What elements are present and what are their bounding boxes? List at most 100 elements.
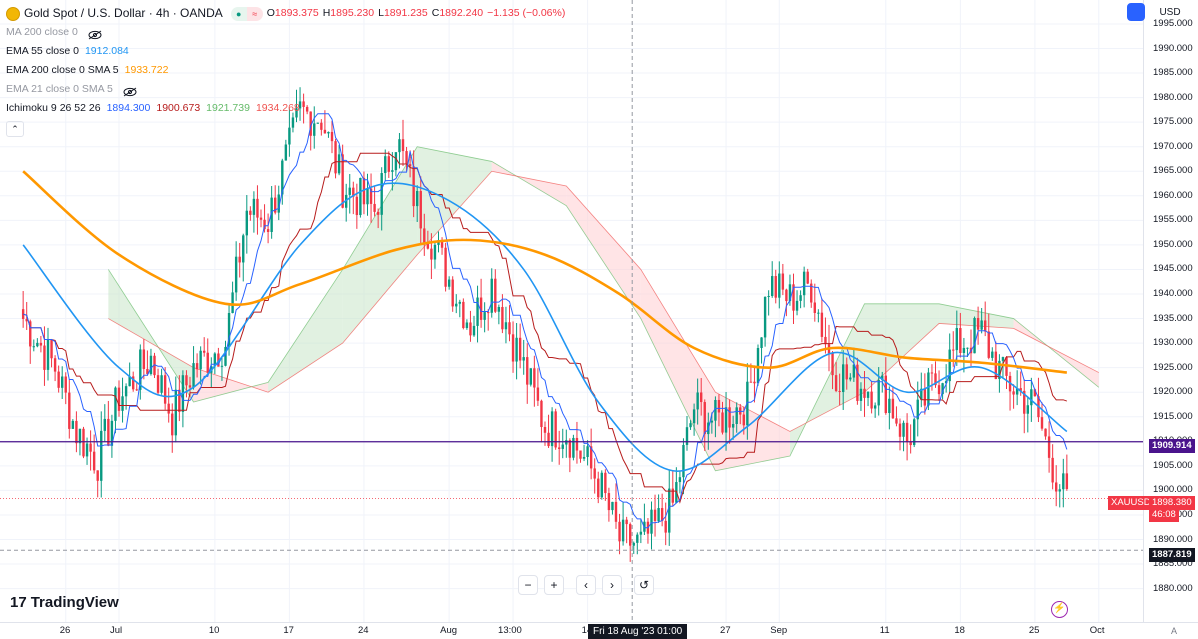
tradingview-logo[interactable]: 17 TradingView — [10, 594, 119, 611]
indicator-row[interactable]: EMA 21 close 0 SMA 5 — [6, 80, 569, 99]
candle-body — [873, 405, 877, 409]
candle-body — [313, 123, 316, 136]
candle-body — [274, 197, 277, 213]
lightning-icon[interactable]: ⚡ — [1051, 601, 1068, 618]
candle-body — [533, 368, 536, 388]
candle-body — [607, 493, 611, 511]
candle-body — [163, 375, 167, 404]
candle-body — [316, 122, 319, 124]
candle-body — [806, 271, 809, 284]
candle-body — [156, 375, 160, 393]
currency-selector[interactable]: USD — [1159, 7, 1181, 18]
candle-body — [802, 271, 806, 296]
candle-body — [632, 542, 635, 546]
auto-scale-button[interactable]: A — [1171, 626, 1178, 636]
tenkan-sen-line — [22, 113, 1068, 529]
candle-body — [419, 191, 422, 229]
scroll-left-button[interactable]: ‹ — [576, 575, 596, 595]
candle-body — [508, 322, 511, 335]
price-tick-label: 1905.000 — [1153, 459, 1193, 471]
candle-body — [1044, 428, 1047, 437]
candle-body — [653, 509, 657, 521]
candle-body — [820, 312, 824, 337]
zoom-in-button[interactable]: + — [544, 575, 564, 595]
candle-body — [82, 428, 85, 457]
indicator-row[interactable]: Ichimoku 9 26 52 26 1894.300 1900.673 1921.… — [6, 99, 569, 118]
candle-body — [1058, 489, 1061, 492]
price-tick-label: 1930.000 — [1153, 337, 1193, 349]
candle-body — [849, 377, 852, 380]
candle-body — [121, 396, 124, 411]
candle-body — [891, 398, 895, 419]
countdown-tag: 46:08 — [1149, 508, 1179, 522]
candle-body — [639, 531, 643, 535]
indicator-value: 1933.722 — [124, 64, 169, 76]
candle-body — [884, 375, 887, 414]
time-tick-label: 18 — [954, 625, 965, 636]
candle-body — [522, 357, 525, 361]
candle-body — [139, 349, 142, 390]
ema-200-line — [22, 170, 1067, 374]
ohlc-value: 1895.230 — [330, 7, 375, 19]
candle-body — [763, 296, 767, 338]
candle-body — [220, 365, 224, 367]
price-tick-label: 1925.000 — [1153, 361, 1193, 373]
candle-body — [256, 198, 259, 218]
candle-body — [565, 440, 568, 445]
candle-body — [501, 306, 504, 330]
price-tick-label: 1985.000 — [1153, 67, 1193, 79]
candle-body — [923, 388, 927, 406]
collapse-legend-button[interactable]: ⌃ — [6, 121, 24, 137]
candle-body — [817, 312, 820, 314]
candle-body — [657, 508, 660, 521]
ohlc-label: H — [322, 7, 331, 19]
candle-body — [984, 320, 987, 332]
market-status-pill[interactable]: ● ≈ — [230, 6, 263, 21]
symbol-title[interactable]: Gold Spot / U.S. Dollar · 4h · OANDA — [24, 6, 223, 20]
cloud-segment — [640, 269, 716, 471]
candle-body — [955, 328, 958, 351]
ohlc-value: 1892.240 — [439, 7, 484, 19]
price-tick-label: 1955.000 — [1153, 214, 1193, 226]
indicator-row[interactable]: EMA 55 close 0 1912.084 — [6, 42, 569, 61]
compare-icon[interactable] — [1127, 3, 1145, 21]
candle-body — [366, 188, 369, 205]
candle-body — [305, 106, 309, 112]
candle-body — [788, 284, 792, 302]
candle-body — [430, 248, 433, 260]
indicator-row[interactable]: EMA 200 close 0 SMA 5 1933.722 — [6, 61, 569, 80]
candle-body — [398, 139, 401, 153]
candle-body — [71, 420, 75, 429]
cloud-segment — [566, 185, 641, 319]
candle-body — [547, 432, 550, 447]
candle-body — [249, 210, 252, 215]
candle-body — [46, 339, 50, 370]
scroll-right-button[interactable]: › — [602, 575, 622, 595]
candle-body — [568, 440, 572, 458]
time-tick-label: 26 — [59, 625, 71, 636]
candle-body — [458, 301, 461, 304]
candle-body — [543, 427, 547, 433]
candle-body — [1001, 357, 1005, 361]
candle-body — [89, 443, 92, 452]
candle-body — [863, 388, 866, 398]
candle-body — [856, 364, 859, 401]
candle-body — [380, 173, 383, 215]
indicator-values: 1933.722 — [125, 61, 175, 80]
candle-body — [362, 177, 366, 205]
candle-body — [227, 313, 231, 347]
indicator-row[interactable]: MA 200 close 0 — [6, 23, 569, 42]
cloud-segment — [193, 367, 269, 403]
reset-chart-button[interactable]: ↺ — [634, 575, 654, 595]
candle-body — [589, 446, 593, 469]
hidden-eye-icon[interactable] — [88, 28, 102, 39]
hidden-eye-icon[interactable] — [123, 85, 137, 96]
candle-body — [100, 430, 103, 481]
candle-body — [369, 188, 373, 204]
candle-body — [1019, 388, 1022, 391]
zoom-out-button[interactable]: − — [518, 575, 538, 595]
candle-body — [483, 312, 486, 320]
chart-legend: Gold Spot / U.S. Dollar · 4h · OANDA ● ≈… — [6, 4, 569, 137]
candle-body — [1030, 389, 1033, 406]
